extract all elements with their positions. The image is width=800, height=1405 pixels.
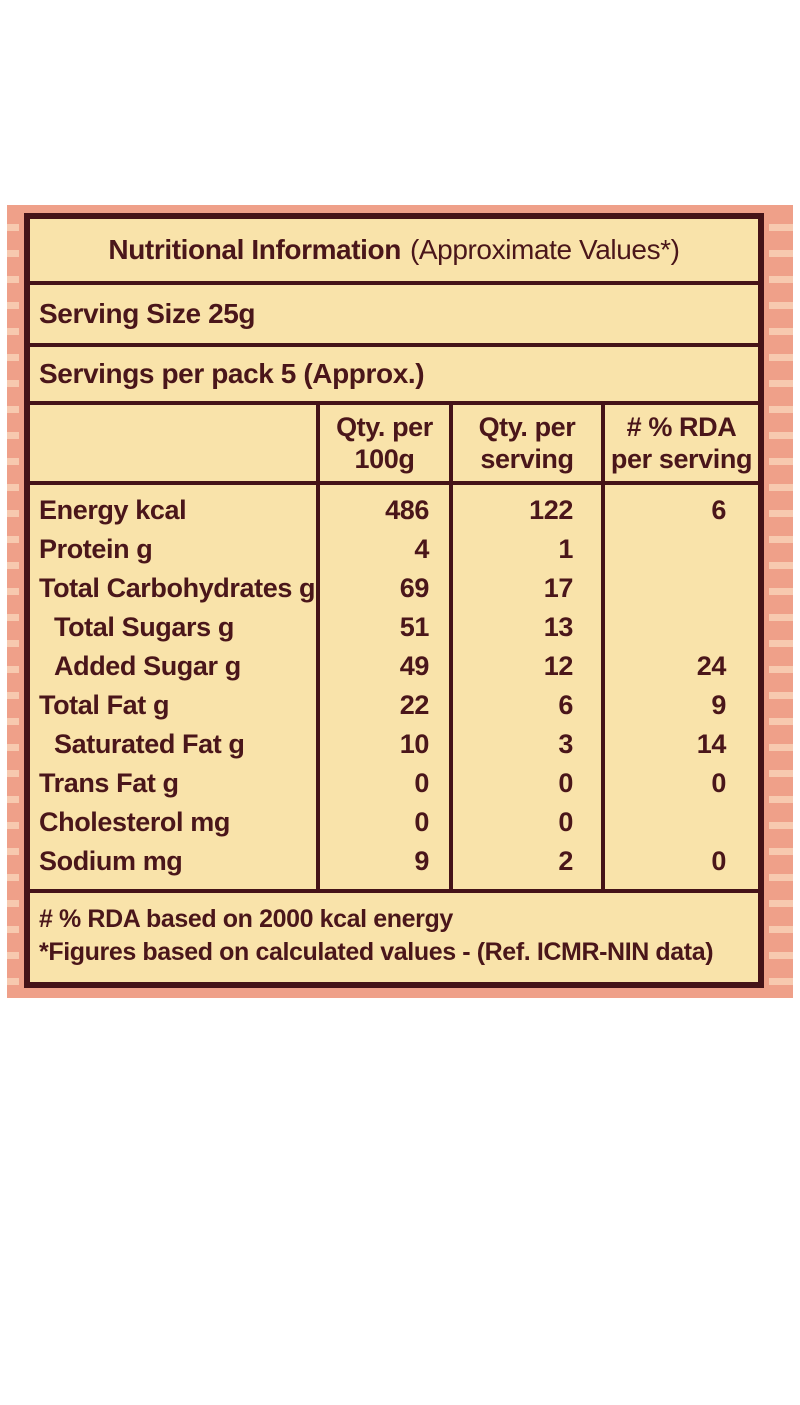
row-label: Saturated Fat g [54,729,245,759]
header-line: Qty. per [478,412,576,442]
row-value: 0 [711,768,726,798]
row-value [605,530,758,569]
row-value: 10 [399,729,430,759]
header-line: Qty. per [336,412,433,442]
row-value [605,608,758,647]
header-line: per serving [610,444,753,474]
row-value: 0 [558,768,573,798]
row-label: Cholesterol mg [39,807,230,837]
header-blank [30,405,316,481]
row-value: 9 [414,846,429,876]
footnote-figures: *Figures based on calculated values - (R… [39,938,714,966]
row-value: 24 [696,651,727,681]
row-value: 6 [558,690,573,720]
row-value: 3 [558,729,573,759]
serving-size-text: Serving Size 25g [39,298,256,329]
row-label: Total Fat g [39,690,170,720]
nutrition-table-body: Energy kcal Protein g Total Carbohydrates … [30,485,758,893]
row-value: 12 [543,651,574,681]
row-label: Protein g [39,534,153,564]
title-row: Nutritional Information (Approximate Val… [30,219,758,285]
row-value: 4 [414,534,429,564]
servings-per-pack-row: Servings per pack 5 (Approx.) [30,347,758,405]
col-rda: 6 24 9 14 0 0 [601,485,758,889]
row-value: 122 [529,495,573,525]
row-value: 2 [558,846,573,876]
panel-title-suffix: (Approximate Values*) [409,234,680,265]
serving-size-row: Serving Size 25g [30,285,758,347]
row-value: 51 [399,612,430,642]
row-value [605,803,758,842]
column-header-row: Qty. per 100g Qty. per serving # % RDA p… [30,405,758,485]
footnote-rda: # % RDA based on 2000 kcal energy [39,905,453,933]
row-value: 1 [558,534,573,564]
row-value: 0 [414,768,429,798]
servings-per-pack-text: Servings per pack 5 (Approx.) [39,358,425,389]
nutrition-panel: Nutritional Information (Approximate Val… [24,213,764,988]
row-value: 13 [543,612,574,642]
row-value: 49 [399,651,430,681]
row-label: Total Carbohydrates g [39,573,316,603]
row-label: Sodium mg [39,846,183,876]
row-label: Trans Fat g [39,768,179,798]
col-per-serving: 122 1 17 13 12 6 3 0 0 2 [449,485,601,889]
row-value: 6 [711,495,726,525]
row-value: 14 [696,729,727,759]
footnotes: # % RDA based on 2000 kcal energy *Figur… [30,893,758,982]
row-value: 69 [399,573,430,603]
header-qty-per-serving: Qty. per serving [449,405,601,481]
panel-title: Nutritional Information [108,234,401,265]
row-label: Total Sugars g [54,612,234,642]
row-label: Added Sugar g [54,651,241,681]
row-value: 22 [399,690,430,720]
header-qty-per-100g: Qty. per 100g [316,405,449,481]
labels-column: Energy kcal Protein g Total Carbohydrates … [30,485,316,889]
header-line: serving [480,444,574,474]
header-line: 100g [354,444,415,474]
row-value: 9 [711,690,726,720]
row-label: Energy kcal [39,495,187,525]
row-value: 17 [543,573,574,603]
row-value: 0 [414,807,429,837]
package-stripe-band: Nutritional Information (Approximate Val… [7,205,793,998]
row-value [605,569,758,608]
row-value: 0 [558,807,573,837]
row-value: 486 [385,495,429,525]
row-value: 0 [711,846,726,876]
header-line: # % RDA [626,412,737,442]
header-rda-per-serving: # % RDA per serving [601,405,758,481]
col-per100: 486 4 69 51 49 22 10 0 0 9 [316,485,449,889]
